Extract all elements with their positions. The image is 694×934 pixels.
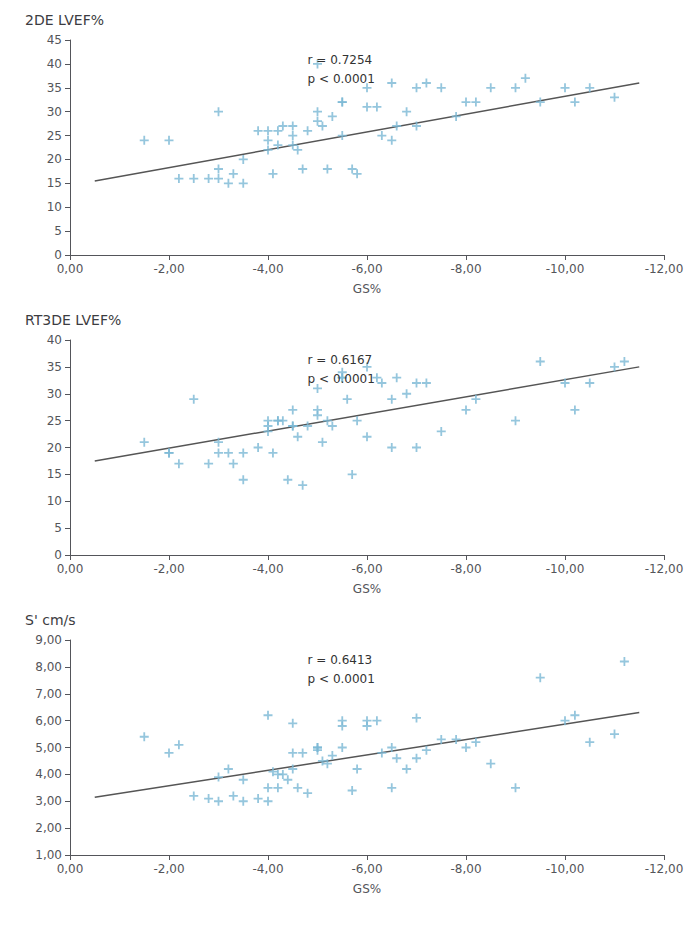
svg-text:r = 0.7254: r = 0.7254: [308, 53, 373, 67]
svg-text:-10,00: -10,00: [546, 862, 585, 876]
svg-text:35: 35: [47, 81, 62, 95]
svg-text:GS%: GS%: [353, 882, 381, 896]
svg-text:-4,00: -4,00: [252, 862, 283, 876]
svg-text:2DE LVEF%: 2DE LVEF%: [25, 12, 104, 28]
svg-text:-2,00: -2,00: [153, 562, 184, 576]
svg-text:p < 0.0001: p < 0.0001: [308, 72, 375, 86]
svg-text:-12,00: -12,00: [645, 862, 684, 876]
svg-text:3,00: 3,00: [35, 794, 62, 808]
svg-text:20: 20: [47, 441, 62, 455]
svg-text:r = 0.6413: r = 0.6413: [308, 653, 373, 667]
svg-text:15: 15: [47, 176, 62, 190]
svg-text:-8,00: -8,00: [450, 862, 481, 876]
svg-text:-12,00: -12,00: [645, 262, 684, 276]
svg-text:0,00: 0,00: [57, 562, 84, 576]
svg-text:40: 40: [47, 57, 62, 71]
svg-text:-8,00: -8,00: [450, 562, 481, 576]
svg-text:-10,00: -10,00: [546, 562, 585, 576]
svg-text:-12,00: -12,00: [645, 562, 684, 576]
svg-text:0,00: 0,00: [57, 862, 84, 876]
svg-text:-6,00: -6,00: [351, 262, 382, 276]
svg-text:p < 0.0001: p < 0.0001: [308, 672, 375, 686]
svg-text:10: 10: [47, 494, 62, 508]
svg-text:30: 30: [47, 387, 62, 401]
svg-text:-10,00: -10,00: [546, 262, 585, 276]
svg-text:0: 0: [54, 248, 62, 262]
svg-text:7,00: 7,00: [35, 687, 62, 701]
svg-text:-6,00: -6,00: [351, 862, 382, 876]
svg-text:15: 15: [47, 467, 62, 481]
svg-text:5: 5: [54, 224, 62, 238]
svg-text:20: 20: [47, 152, 62, 166]
svg-text:5: 5: [54, 521, 62, 535]
svg-text:1,00: 1,00: [35, 848, 62, 862]
svg-text:25: 25: [47, 129, 62, 143]
svg-text:0: 0: [54, 548, 62, 562]
svg-text:4,00: 4,00: [35, 767, 62, 781]
svg-text:40: 40: [47, 333, 62, 347]
svg-text:-2,00: -2,00: [153, 862, 184, 876]
svg-text:8,00: 8,00: [35, 660, 62, 674]
svg-text:35: 35: [47, 360, 62, 374]
svg-text:-4,00: -4,00: [252, 562, 283, 576]
svg-text:p < 0.0001: p < 0.0001: [308, 372, 375, 386]
svg-text:r = 0.6167: r = 0.6167: [308, 353, 373, 367]
svg-text:RT3DE LVEF%: RT3DE LVEF%: [25, 312, 121, 328]
svg-text:-4,00: -4,00: [252, 262, 283, 276]
svg-text:S' cm/s: S' cm/s: [25, 612, 76, 628]
svg-text:-6,00: -6,00: [351, 562, 382, 576]
svg-text:2,00: 2,00: [35, 821, 62, 835]
svg-text:25: 25: [47, 414, 62, 428]
svg-text:30: 30: [47, 105, 62, 119]
svg-text:0,00: 0,00: [57, 262, 84, 276]
svg-text:-8,00: -8,00: [450, 262, 481, 276]
svg-text:-2,00: -2,00: [153, 262, 184, 276]
svg-text:GS%: GS%: [353, 582, 381, 596]
svg-text:10: 10: [47, 200, 62, 214]
svg-text:45: 45: [47, 33, 62, 47]
svg-text:6,00: 6,00: [35, 714, 62, 728]
svg-text:GS%: GS%: [353, 282, 381, 296]
svg-text:9,00: 9,00: [35, 633, 62, 647]
svg-text:5,00: 5,00: [35, 741, 62, 755]
